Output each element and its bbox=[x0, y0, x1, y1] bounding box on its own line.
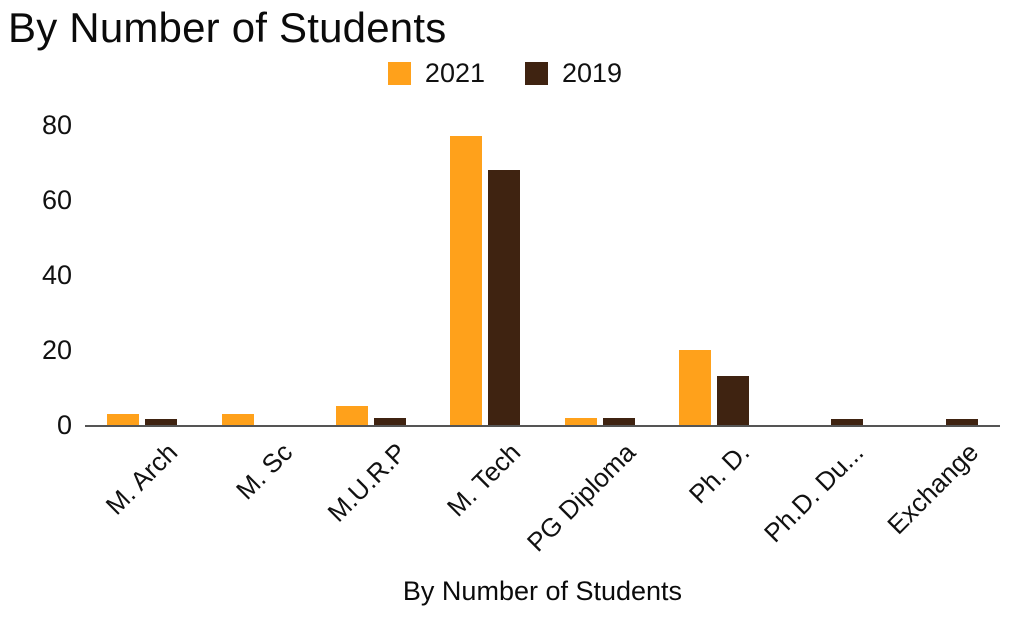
bar-2019-Ph. D. bbox=[717, 376, 750, 425]
legend-item-2019[interactable]: 2019 bbox=[525, 58, 622, 89]
bar-2021-PG Diploma bbox=[564, 417, 597, 425]
legend-swatch-icon bbox=[387, 62, 411, 85]
y-tick-label: 80 bbox=[41, 110, 72, 140]
bar-2019-M. Arch bbox=[145, 419, 178, 425]
x-axis-title: By Number of Students bbox=[402, 576, 683, 606]
bar-2019-PG Diploma bbox=[602, 417, 635, 425]
legend: 2021 2019 bbox=[0, 58, 1010, 89]
bar-2021-M. Sc bbox=[221, 413, 254, 425]
bar-2019-Exchange bbox=[945, 419, 978, 425]
bar-2021-M.U.R.P bbox=[335, 406, 368, 425]
legend-swatch-icon bbox=[525, 62, 548, 85]
plot-area bbox=[85, 125, 1000, 427]
legend-label: 2021 bbox=[424, 58, 485, 88]
bar-2021-Ph. D. bbox=[679, 350, 712, 425]
bar-2021-M. Arch bbox=[107, 413, 140, 425]
y-tick-label: 60 bbox=[41, 185, 72, 215]
legend-label: 2019 bbox=[562, 58, 623, 88]
legend-item-2021[interactable]: 2021 bbox=[387, 58, 485, 89]
y-tick-label: 0 bbox=[56, 410, 72, 440]
bar-2021-M. Tech bbox=[450, 136, 483, 425]
bar-2019-M. Tech bbox=[488, 170, 521, 425]
y-tick-label: 20 bbox=[41, 335, 72, 365]
chart-title: By Number of Students bbox=[8, 4, 447, 51]
y-tick-label: 40 bbox=[41, 260, 72, 290]
bar-2019-M.U.R.P bbox=[373, 417, 406, 425]
bar-2019-Ph.D. Du... bbox=[831, 419, 864, 425]
